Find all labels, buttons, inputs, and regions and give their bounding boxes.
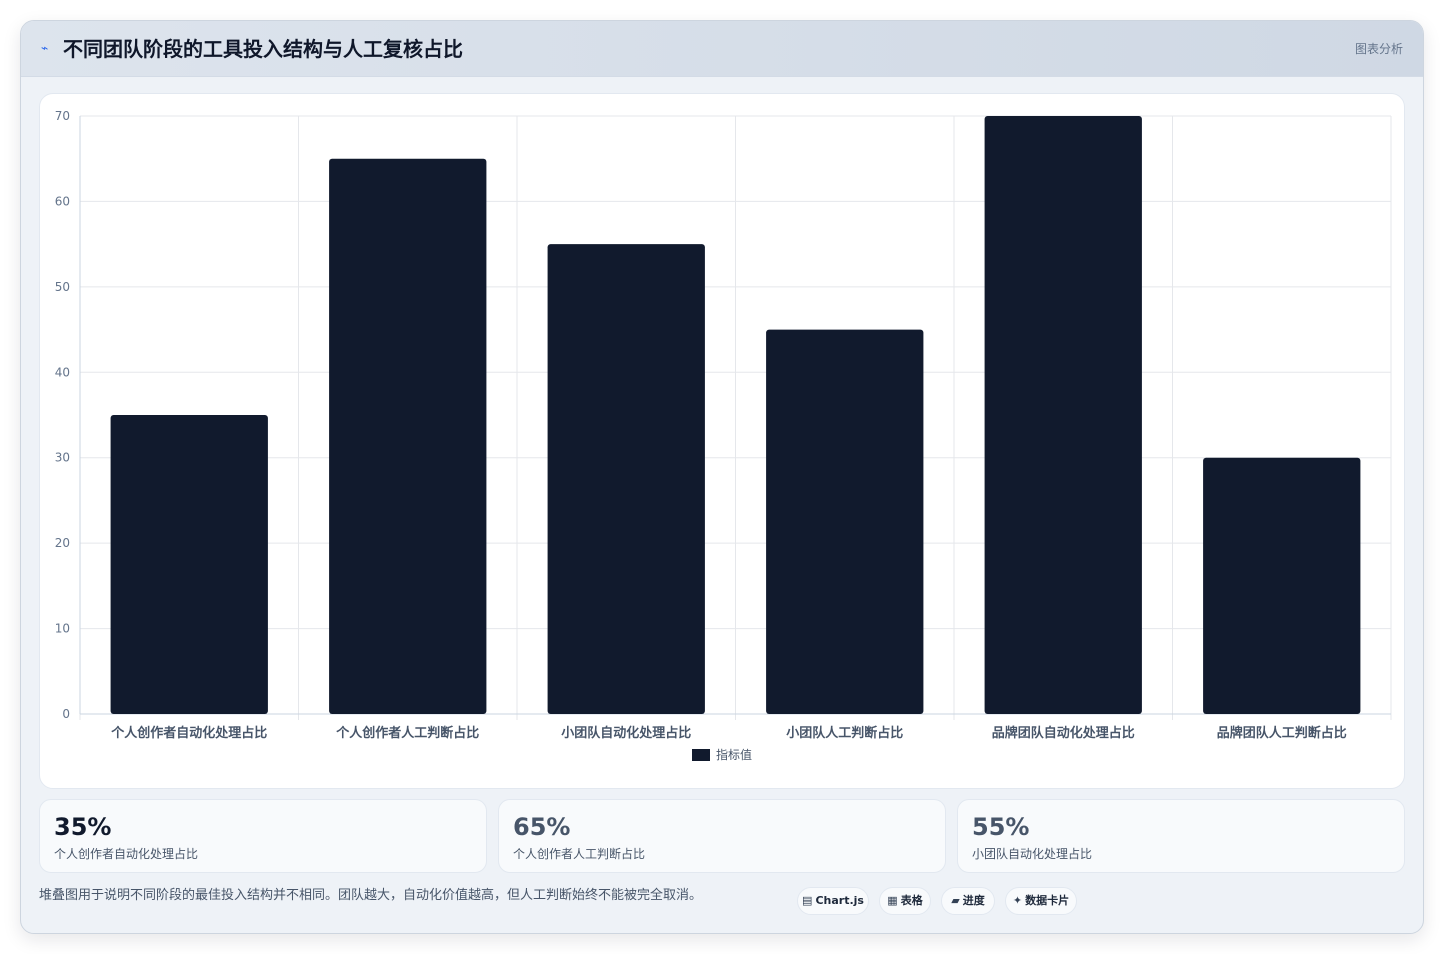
stat-label: 小团队自动化处理占比 — [972, 847, 1093, 861]
chart-panel: 0 10 20 30 40 50 60 70 个人创作者自动化处理占比 个人创作者人工判断占比 小团… — [39, 93, 1405, 789]
progress-icon: ▰ — [951, 894, 960, 907]
bar — [984, 116, 1142, 714]
bar — [766, 329, 924, 714]
stat-label: 个人创作者自动化处理占比 — [54, 847, 199, 861]
pill-label: 数据卡片 — [1025, 894, 1070, 907]
stat-card-1: 35% 个人创作者自动化处理占比 — [39, 799, 487, 873]
x-tick-label: 个人创作者人工判断占比 — [335, 725, 479, 741]
table-icon: ▦ — [887, 894, 898, 907]
chart-icon: ▤ — [802, 894, 813, 907]
pill-label: 表格 — [900, 894, 923, 907]
bar — [329, 158, 487, 714]
stat-label: 个人创作者人工判断占比 — [513, 847, 646, 861]
bar-chart: 0 10 20 30 40 50 60 70 个人创作者自动化处理占比 个人创作者人工判断占比 小团… — [55, 109, 1392, 762]
pill-table[interactable]: ▦ 表格 — [879, 887, 931, 915]
y-tick-label: 60 — [55, 194, 70, 208]
y-tick-label: 10 — [55, 622, 70, 636]
sparkle-icon: ✦ — [1012, 894, 1023, 907]
x-tick-label: 个人创作者自动化处理占比 — [110, 725, 267, 741]
legend-swatch — [692, 749, 710, 761]
x-tick-label: 小团队自动化处理占比 — [561, 725, 691, 741]
y-tick-label: 70 — [55, 109, 70, 123]
y-tick-label: 30 — [55, 451, 70, 465]
chart-note: 堆叠图用于说明不同阶段的最佳投入结构并不相同。团队越大，自动化价值越高，但人工判… — [39, 888, 703, 903]
y-tick-label: 20 — [55, 536, 70, 550]
y-tick-label: 40 — [55, 365, 70, 379]
section-tag: 图表分析 — [1354, 42, 1403, 56]
y-tick-label: 50 — [55, 280, 70, 294]
page-title: 不同团队阶段的工具投入结构与人工复核占比 — [63, 37, 463, 61]
pill-label: 进度 — [962, 894, 985, 907]
stat-card-3: 55% 小团队自动化处理占比 — [957, 799, 1405, 873]
bar — [547, 244, 705, 714]
x-tick-label: 小团队人工判断占比 — [786, 725, 903, 741]
trend-line-icon: ⌁ — [41, 41, 49, 55]
x-tick-label: 品牌团队自动化处理占比 — [992, 725, 1135, 741]
pill-data-card[interactable]: ✦ 数据卡片 — [1005, 887, 1077, 915]
stat-value: 55% — [972, 813, 1030, 841]
bar — [110, 415, 268, 714]
pill-chartjs[interactable]: ▤ Chart.js — [797, 887, 869, 915]
legend-label: 指标值 — [716, 747, 752, 762]
chart-card: ⌁ 不同团队阶段的工具投入结构与人工复核占比 图表分析 0 10 20 30 40 50 6… — [20, 20, 1424, 934]
bar — [1203, 457, 1361, 714]
pill-progress[interactable]: ▰ 进度 — [941, 887, 995, 915]
stat-value: 35% — [54, 813, 112, 841]
card-header: ⌁ 不同团队阶段的工具投入结构与人工复核占比 图表分析 — [21, 21, 1423, 77]
x-tick-label: 品牌团队人工判断占比 — [1217, 725, 1347, 741]
y-tick-label: 0 — [62, 707, 70, 721]
stat-value: 65% — [513, 813, 571, 841]
stat-card-2: 65% 个人创作者人工判断占比 — [498, 799, 946, 873]
pill-label: Chart.js — [815, 894, 864, 907]
